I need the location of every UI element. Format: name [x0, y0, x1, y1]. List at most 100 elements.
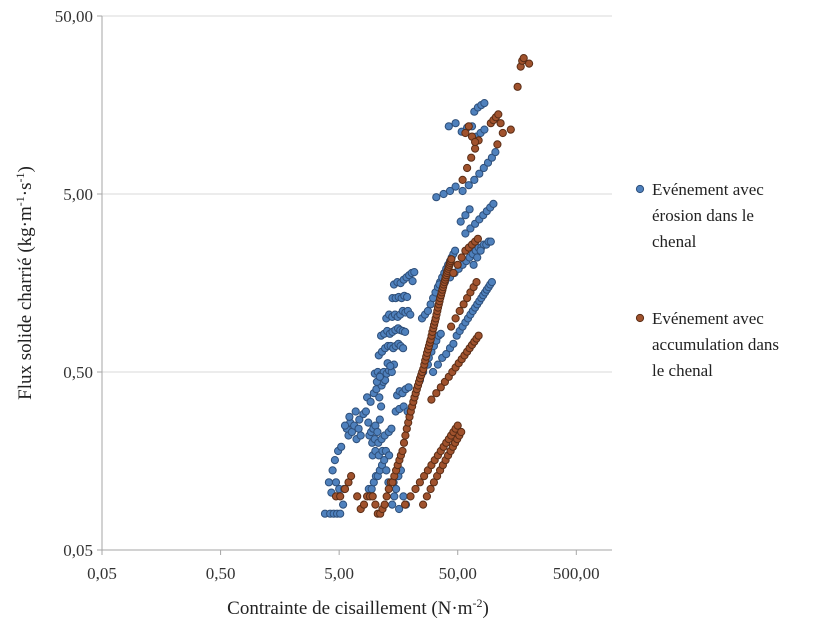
point-s0-129 — [404, 383, 413, 392]
point-s0-237 — [439, 189, 448, 199]
axes — [101, 16, 612, 551]
point-s1-100 — [429, 478, 438, 487]
point-s0-151 — [436, 329, 445, 338]
point-s0-243 — [469, 260, 478, 269]
point-s0-241 — [461, 211, 470, 220]
point-s1-11 — [371, 500, 380, 509]
point-s0-26 — [355, 415, 364, 424]
point-s0-238 — [445, 186, 455, 196]
point-s1-161 — [493, 140, 502, 149]
legend-item-erosion: Evénement avec érosion dans le chenal — [635, 180, 764, 251]
point-s0-29 — [364, 418, 373, 427]
point-s0-223 — [491, 148, 500, 157]
point-s0-242 — [465, 205, 474, 214]
point-s0-41 — [375, 393, 384, 402]
point-s1-10 — [368, 492, 377, 501]
y-tick-label-1: 0,50 — [63, 363, 93, 382]
point-s0-225 — [451, 119, 460, 128]
point-s0-21 — [354, 424, 363, 433]
point-s1-98 — [422, 492, 431, 501]
data-points — [320, 54, 534, 518]
point-s1-136 — [449, 268, 458, 278]
legend-label-erosion-line2: érosion dans le — [652, 206, 754, 225]
point-s1-5 — [353, 492, 362, 501]
point-s0-25 — [351, 407, 360, 416]
point-s0-240 — [456, 217, 465, 226]
point-s1-2 — [340, 484, 350, 494]
point-s1-129 — [451, 314, 460, 323]
point-s0-46 — [367, 484, 376, 494]
point-s1-113 — [432, 389, 441, 398]
point-s0-4 — [336, 509, 345, 518]
y-axis-title-sup2: -1 — [13, 172, 27, 182]
series-1 — [331, 54, 534, 518]
legend-label-erosion-line1: Evénement avec — [652, 180, 764, 199]
point-s0-135 — [392, 484, 401, 494]
point-s0-34 — [373, 427, 382, 437]
point-s0-207 — [486, 237, 495, 246]
x-tick-label-4: 500,00 — [553, 564, 600, 583]
point-s0-208 — [461, 229, 470, 238]
point-s0-53 — [382, 466, 391, 475]
legend: Evénement avec érosion dans le chenal Ev… — [635, 180, 779, 380]
legend-item-accumulation: Evénement avec accumulation dans le chen… — [635, 309, 779, 380]
point-s0-224 — [444, 122, 453, 131]
point-s1-114 — [436, 383, 445, 392]
point-s0-12 — [337, 442, 346, 451]
y-tick-label-3: 50,00 — [55, 7, 93, 26]
point-s1-4 — [347, 472, 356, 481]
point-s1-81 — [420, 472, 429, 481]
point-s0-141 — [390, 492, 399, 501]
point-s0-10 — [330, 456, 339, 465]
point-s1-99 — [426, 484, 435, 494]
point-s0-191 — [487, 278, 496, 287]
point-s0-174 — [449, 339, 458, 348]
x-axis-title-sup: -2 — [473, 596, 483, 610]
gridlines — [102, 15, 612, 373]
point-s0-217 — [464, 181, 473, 190]
point-s1-162 — [461, 128, 470, 138]
point-s1-80 — [415, 478, 424, 487]
point-s0-219 — [475, 169, 484, 178]
point-s1-157 — [525, 59, 534, 68]
point-s0-28 — [361, 407, 370, 416]
point-s1-153 — [513, 82, 522, 91]
y-axis-title-mid: ·s — [15, 182, 36, 196]
point-s1-152 — [494, 110, 503, 119]
point-s0-79 — [386, 362, 395, 371]
point-s0-124 — [408, 277, 417, 286]
point-s0-142 — [395, 504, 404, 514]
x-axis-title-main: Contrainte de cisaillement (N·m — [227, 598, 473, 619]
point-s1-26 — [399, 438, 409, 447]
point-s1-138 — [457, 253, 466, 262]
point-s1-112 — [427, 395, 436, 404]
point-s0-236 — [432, 193, 441, 202]
point-s0-220 — [479, 163, 488, 173]
point-s0-216 — [458, 186, 467, 196]
point-s1-27 — [401, 431, 410, 440]
point-s0-35 — [375, 415, 384, 424]
legend-label-accumulation-line2: accumulation dans — [652, 335, 779, 354]
point-s0-239 — [451, 182, 460, 191]
y-axis-title: Flux solide charrié (kg·m-1·s-1) — [13, 166, 36, 400]
point-s1-143 — [473, 234, 482, 243]
point-s1-145 — [463, 163, 472, 173]
point-s1-94 — [411, 484, 420, 494]
y-tick-label-0: 0,05 — [63, 541, 93, 560]
point-s0-209 — [466, 224, 475, 233]
point-s0-60 — [385, 451, 394, 460]
legend-label-accumulation-line1: Evénement avec — [652, 309, 764, 328]
point-s0-89 — [399, 344, 408, 353]
point-s1-131 — [459, 300, 468, 309]
point-s0-23 — [340, 421, 350, 430]
point-s0-140 — [388, 500, 397, 509]
y-axis-title-main: Flux solide charrié (kg·m — [15, 206, 36, 400]
point-s0-22 — [356, 431, 365, 440]
legend-label-erosion-line3: chenal — [652, 232, 697, 251]
point-s1-130 — [455, 306, 464, 316]
point-s1-16 — [382, 492, 391, 501]
point-s1-144 — [458, 175, 467, 184]
point-s1-137 — [453, 260, 462, 269]
point-s0-99 — [401, 327, 410, 336]
